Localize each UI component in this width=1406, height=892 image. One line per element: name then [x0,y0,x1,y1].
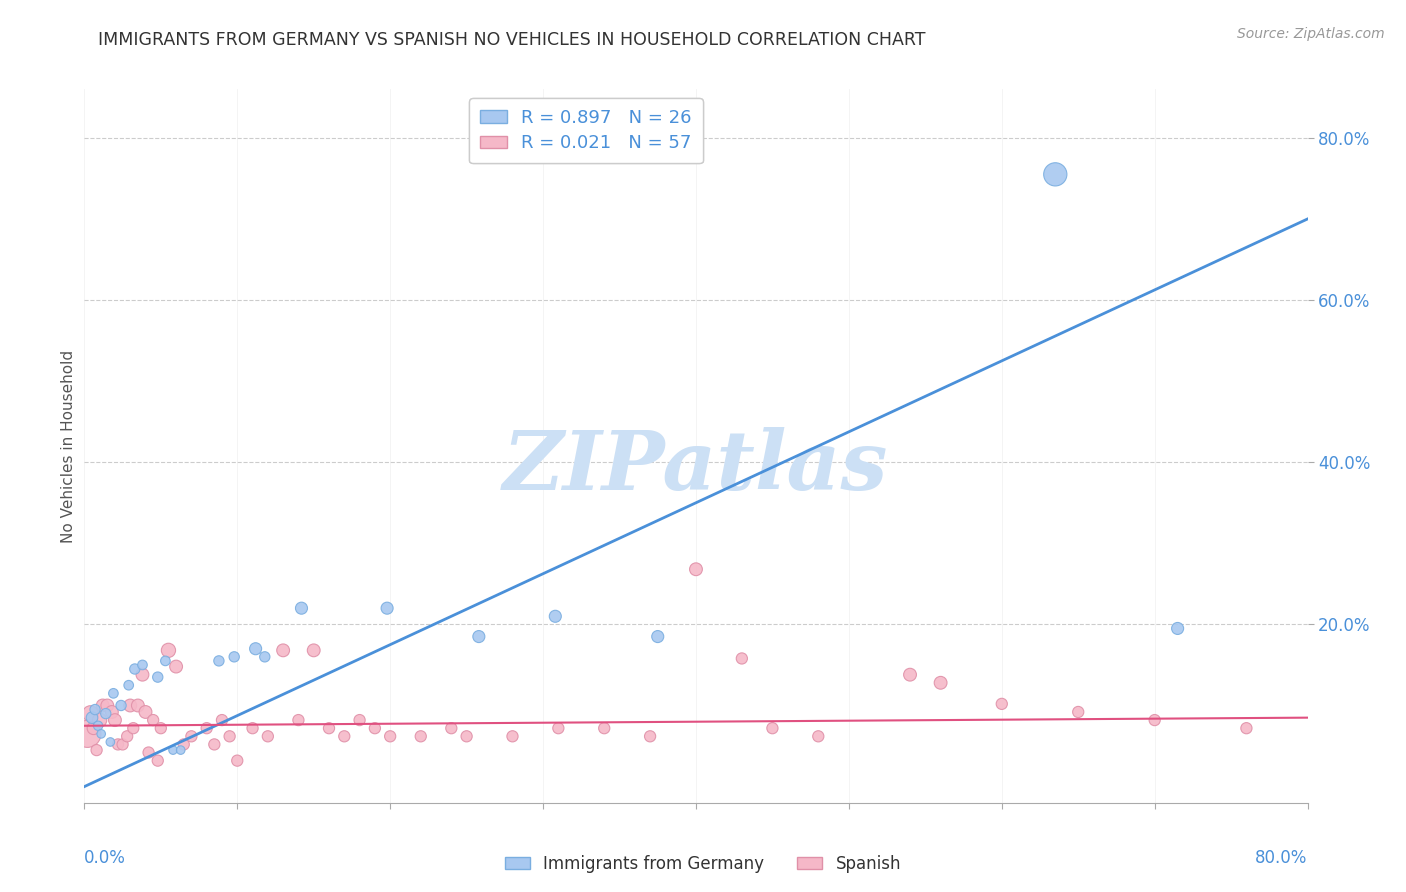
Point [1143,713,1166,727]
Point [80,711,103,725]
Point [380,729,402,743]
Point [94,706,117,721]
Point [364,721,387,735]
Point [593,721,616,735]
Text: IMMIGRANTS FROM GERMANY VS SPANISH NO VEHICLES IN HOUSEHOLD CORRELATION CHART: IMMIGRANTS FROM GERMANY VS SPANISH NO VE… [98,31,927,49]
Legend: R = 0.897   N = 26, R = 0.021   N = 57: R = 0.897 N = 26, R = 0.021 N = 57 [470,98,703,163]
Point [118,678,141,692]
Point [318,721,340,735]
Point [257,729,280,743]
Point [131,667,153,681]
Point [87,719,110,733]
Point [142,713,165,727]
Point [253,649,276,664]
Point [111,738,134,752]
Point [807,729,830,743]
Point [170,743,193,757]
Point [208,654,231,668]
Point [124,662,146,676]
Point [162,743,184,757]
Point [290,601,312,615]
Point [122,721,145,735]
Point [90,727,112,741]
Point [375,601,398,615]
Point [468,630,491,644]
Point [89,713,111,727]
Point [456,729,478,743]
Point [96,698,118,713]
Point [1236,721,1258,735]
Point [101,705,124,719]
Point [224,649,246,664]
Point [76,727,98,741]
Point [1045,167,1067,181]
Point [79,706,101,721]
Point [149,721,172,735]
Text: 0.0%: 0.0% [84,849,127,867]
Point [131,657,153,672]
Point [211,713,233,727]
Legend: Immigrants from Germany, Spanish: Immigrants from Germany, Spanish [498,848,908,880]
Point [107,738,129,752]
Point [103,686,125,700]
Point [104,713,127,727]
Point [502,729,524,743]
Point [138,746,160,760]
Point [98,735,121,749]
Point [157,643,180,657]
Point [1167,622,1189,636]
Point [165,659,187,673]
Point [547,721,569,735]
Point [110,698,132,713]
Point [271,643,294,657]
Point [929,675,952,690]
Point [127,698,149,713]
Point [146,670,169,684]
Point [731,651,754,665]
Point [685,562,707,576]
Point [146,754,169,768]
Text: 80.0%: 80.0% [1256,849,1308,867]
Point [218,729,240,743]
Point [761,721,783,735]
Point [1067,705,1090,719]
Point [91,698,114,713]
Point [647,630,669,644]
Point [898,667,921,681]
Point [287,713,309,727]
Point [242,721,264,735]
Point [195,721,218,735]
Point [245,641,267,656]
Point [302,643,325,657]
Point [202,738,225,752]
Point [84,702,107,716]
Point [86,743,108,757]
Point [83,721,105,735]
Point [120,698,142,713]
Text: ZIPatlas: ZIPatlas [503,427,889,508]
Point [991,697,1014,711]
Point [180,729,202,743]
Point [349,713,371,727]
Point [155,654,177,668]
Point [544,609,567,624]
Point [135,705,157,719]
Point [226,754,249,768]
Point [115,729,138,743]
Point [173,738,195,752]
Point [440,721,463,735]
Y-axis label: No Vehicles in Household: No Vehicles in Household [60,350,76,542]
Point [333,729,356,743]
Text: Source: ZipAtlas.com: Source: ZipAtlas.com [1237,27,1385,41]
Point [409,729,432,743]
Point [638,729,661,743]
